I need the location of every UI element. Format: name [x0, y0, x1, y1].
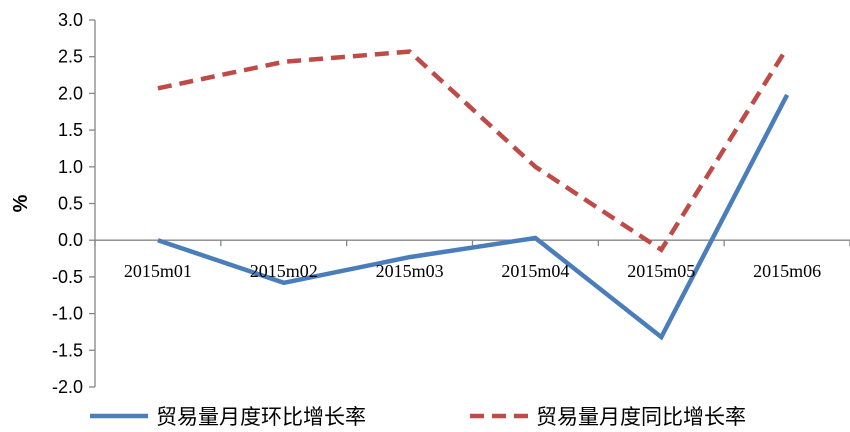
legend-label-2: 贸易量月度同比增长率: [536, 405, 746, 429]
y-tick-label: -2.0: [52, 377, 83, 397]
y-tick-label: -0.5: [52, 267, 83, 287]
legend: 贸易量月度环比增长率 贸易量月度同比增长率: [90, 405, 746, 429]
y-tick-marks: [89, 20, 95, 387]
category-label: 2015m05: [627, 261, 695, 281]
y-tick-label: 2.5: [58, 47, 83, 67]
y-tick-label: 2.0: [58, 83, 83, 103]
series-line-1: [158, 95, 787, 337]
y-tick-label: 1.0: [58, 157, 83, 177]
category-label: 2015m06: [753, 261, 821, 281]
y-tick-label: 0.0: [58, 230, 83, 250]
y-tick-label: -1.0: [52, 304, 83, 324]
category-label: 2015m03: [376, 261, 444, 281]
category-label: 2015m02: [250, 261, 318, 281]
y-tick-labels: 3.0 2.5 2.0 1.5 1.0 0.5 0.0 -0.5 -1.0 -1.5 -2.0: [52, 10, 83, 397]
y-tick-label: 1.5: [58, 120, 83, 140]
series-layer: [156, 46, 790, 340]
y-tick-label: -1.5: [52, 340, 83, 360]
y-tick-label: 0.5: [58, 194, 83, 214]
category-label: 2015m01: [124, 261, 192, 281]
category-label: 2015m04: [501, 261, 569, 281]
series-line-2: [158, 48, 787, 250]
legend-label-1: 贸易量月度环比增长率: [156, 405, 366, 429]
y-axis-label: %: [10, 194, 32, 212]
y-tick-label: 3.0: [58, 10, 83, 30]
